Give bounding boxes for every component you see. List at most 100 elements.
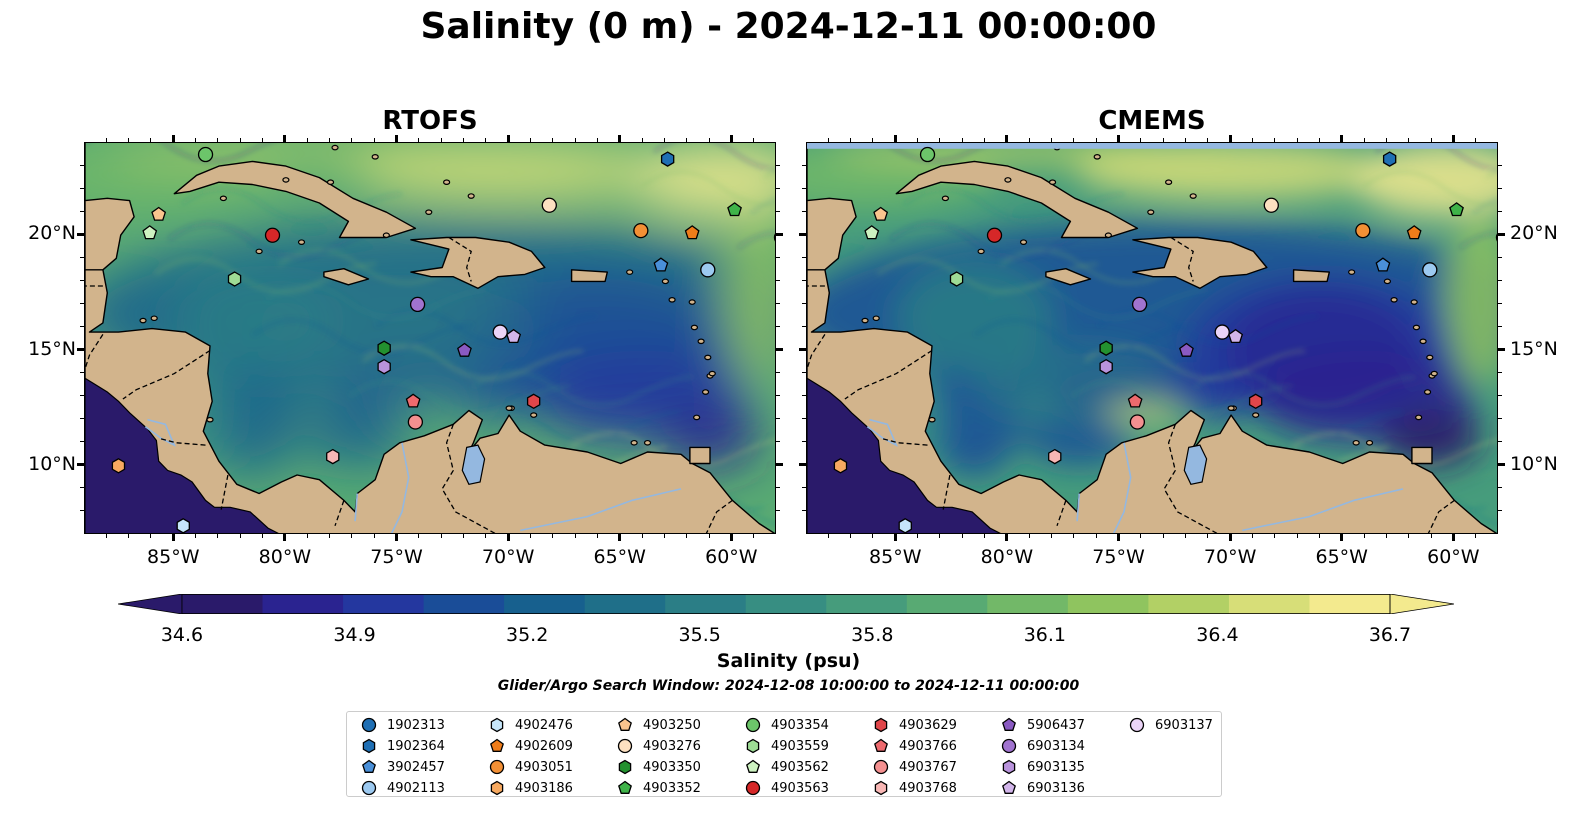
- lat-minor-tick: [1498, 279, 1502, 281]
- legend-item-6903135: 6903135: [1001, 757, 1085, 777]
- float-3902457[interactable]: [1375, 257, 1391, 272]
- float-4902609[interactable]: [684, 225, 700, 240]
- float-6903136[interactable]: [1228, 328, 1244, 344]
- float-1902313[interactable]: [773, 231, 776, 245]
- float-4903350[interactable]: [1099, 340, 1113, 356]
- hispaniola: [1132, 236, 1268, 290]
- cuba: [895, 160, 1139, 239]
- float-4902113[interactable]: [1422, 262, 1438, 278]
- legend-label: 6903134: [1027, 738, 1085, 754]
- legend-marker[interactable]: [1002, 717, 1016, 731]
- map-panel-cmems[interactable]: [806, 142, 1498, 534]
- float-4903768[interactable]: [1048, 448, 1062, 465]
- legend-marker[interactable]: [361, 780, 377, 796]
- legend-marker[interactable]: [361, 717, 377, 733]
- legend-marker[interactable]: [618, 759, 632, 775]
- float-6903136[interactable]: [506, 328, 522, 344]
- float-1902313[interactable]: [1495, 231, 1498, 245]
- float-4903767[interactable]: [1129, 414, 1146, 430]
- lon-tick: [395, 135, 399, 142]
- float-4903354[interactable]: [919, 146, 936, 163]
- lat-minor-tick: [1498, 256, 1502, 258]
- hexagon-marker-icon: [490, 780, 504, 796]
- lon-tick: [283, 135, 287, 142]
- float-5906437[interactable]: [1179, 342, 1194, 357]
- float-4903559[interactable]: [949, 271, 964, 287]
- legend-marker[interactable]: [874, 780, 888, 796]
- legend-marker[interactable]: [745, 717, 761, 733]
- legend-marker[interactable]: [490, 717, 504, 733]
- legend-marker[interactable]: [362, 759, 376, 773]
- float-6903137[interactable]: [1214, 324, 1230, 340]
- legend-marker[interactable]: [618, 717, 632, 731]
- float-4903629[interactable]: [526, 393, 541, 410]
- float-4903766[interactable]: [405, 393, 421, 408]
- float-4903352[interactable]: [727, 202, 742, 217]
- float-4903352[interactable]: [1449, 202, 1464, 217]
- float-4903766[interactable]: [1127, 393, 1143, 408]
- legend-marker[interactable]: [746, 759, 760, 773]
- float-4903250[interactable]: [151, 206, 167, 221]
- float-4903559[interactable]: [227, 271, 242, 287]
- lon-minor-tick: [1274, 534, 1276, 538]
- legend-item-4903629: 4903629: [873, 715, 957, 735]
- lon-minor-tick: [150, 534, 152, 538]
- float-5906437[interactable]: [457, 342, 472, 357]
- float-4903562[interactable]: [864, 225, 880, 240]
- lat-minor-tick: [802, 395, 806, 397]
- legend-marker[interactable]: [489, 759, 505, 775]
- float-4903186[interactable]: [833, 458, 848, 474]
- float-4902113[interactable]: [700, 262, 716, 278]
- float-4903051[interactable]: [1355, 222, 1371, 239]
- lon-minor-tick: [961, 138, 963, 142]
- colorbar-gradient: [117, 593, 1455, 615]
- float-4902609[interactable]: [1406, 225, 1422, 240]
- float-6903134[interactable]: [409, 296, 426, 313]
- legend-marker[interactable]: [745, 780, 761, 796]
- float-4903250[interactable]: [873, 206, 889, 221]
- lon-tick-label: 60°W: [1427, 546, 1480, 568]
- float-1902364[interactable]: [660, 151, 675, 167]
- float-1902364[interactable]: [1382, 151, 1397, 167]
- float-6903135[interactable]: [377, 358, 391, 375]
- float-6903134[interactable]: [1131, 296, 1148, 313]
- float-4903051[interactable]: [633, 222, 649, 239]
- legend-marker[interactable]: [874, 717, 888, 733]
- legend-marker[interactable]: [873, 759, 889, 775]
- lon-minor-tick: [1363, 138, 1365, 142]
- float-4903276[interactable]: [541, 197, 557, 213]
- lon-minor-tick: [850, 138, 852, 142]
- legend-marker[interactable]: [490, 738, 504, 752]
- map-panel-rtofs[interactable]: [84, 142, 776, 534]
- legend-item-4903350: 4903350: [617, 757, 701, 777]
- float-4903768[interactable]: [326, 448, 340, 465]
- float-3902457[interactable]: [653, 257, 669, 272]
- float-4903767[interactable]: [407, 414, 424, 430]
- legend-marker[interactable]: [362, 738, 376, 754]
- hispaniola: [410, 236, 546, 290]
- legend-marker[interactable]: [1129, 717, 1145, 733]
- float-4903276[interactable]: [1263, 197, 1279, 213]
- float-4903350[interactable]: [377, 340, 391, 356]
- legend-marker[interactable]: [874, 738, 888, 752]
- float-6903137[interactable]: [492, 324, 508, 340]
- legend-marker[interactable]: [618, 780, 632, 794]
- float-4903354[interactable]: [197, 146, 214, 163]
- legend-label: 6903136: [1027, 780, 1085, 796]
- float-4903629[interactable]: [1248, 393, 1263, 410]
- float-4903562[interactable]: [142, 225, 158, 240]
- float-4902476[interactable]: [176, 518, 190, 533]
- float-4902476[interactable]: [898, 518, 912, 533]
- float-6903135[interactable]: [1099, 358, 1113, 375]
- legend-marker[interactable]: [490, 780, 504, 796]
- float-4903186[interactable]: [111, 458, 126, 474]
- legend-marker[interactable]: [1002, 759, 1016, 775]
- legend-marker[interactable]: [1001, 738, 1017, 754]
- legend-marker[interactable]: [746, 738, 760, 754]
- pacific-coast: [85, 377, 279, 533]
- legend-marker[interactable]: [617, 738, 633, 754]
- legend-marker[interactable]: [1002, 780, 1016, 794]
- circle-marker-icon: [361, 780, 377, 796]
- float-4903563[interactable]: [264, 227, 281, 243]
- float-4903563[interactable]: [986, 227, 1003, 243]
